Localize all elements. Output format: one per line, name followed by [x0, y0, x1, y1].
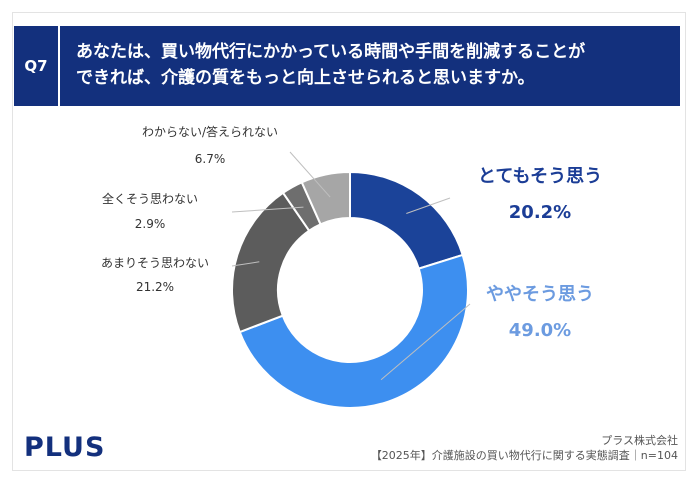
slice-value-somewhat-agree: 49.0% [509, 320, 571, 341]
question-number-badge: Q7 [14, 26, 58, 106]
footer: プラス株式会社 【2025年】介護施設の買い物代行に関する実態調査｜n=104 [371, 433, 678, 463]
slice-very-much-agree [349, 170, 464, 270]
leader-dont-know [289, 151, 331, 198]
question-text-box: あなたは、買い物代行にかかっている時間や手間を削減することが できれば、介護の質… [60, 26, 680, 106]
slice-label-very-much-agree: とてもそう思う [478, 166, 602, 187]
slice-label-not-at-all: 全くそう思わない [102, 191, 198, 206]
leader-lines [231, 151, 471, 381]
slice-label-dont-know: わからない/答えられない [142, 124, 278, 139]
slice-value-not-at-all: 2.9% [135, 217, 166, 231]
slice-dont-know [300, 170, 351, 226]
slice-label-somewhat-agree: ややそう思う [486, 284, 594, 305]
leader-not-at-all [231, 206, 304, 213]
slice-value-not-really: 21.2% [136, 280, 174, 294]
leader-somewhat-agree [380, 303, 471, 381]
question-number: Q7 [24, 57, 48, 75]
leader-very-much-agree [406, 197, 451, 214]
footer-company: プラス株式会社 [601, 434, 678, 447]
slice-value-dont-know: 6.7% [195, 152, 226, 166]
slice-somewhat-agree [238, 253, 470, 410]
footer-source: 【2025年】介護施設の買い物代行に関する実態調査｜n=104 [370, 449, 678, 462]
donut-slices [231, 170, 470, 410]
slice-label-not-really: あまりそう思わない [101, 256, 209, 270]
plus-logo: PLUS [24, 432, 106, 463]
question-line-2: できれば、介護の質をもっと向上させられると思いますか。 [76, 68, 535, 88]
leader-not-really [231, 261, 260, 267]
slice-value-very-much-agree: 20.2% [509, 202, 571, 223]
question-line-1: あなたは、買い物代行にかかっている時間や手間を削減することが [76, 42, 586, 62]
